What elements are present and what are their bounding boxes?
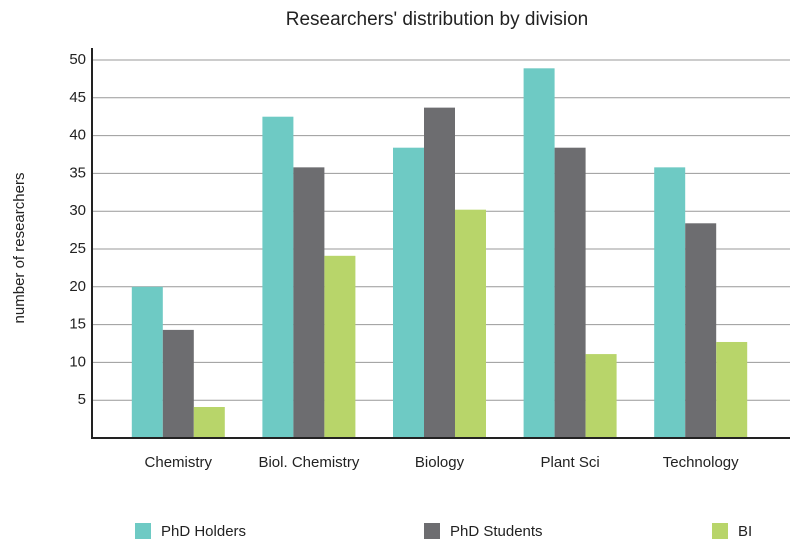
bar bbox=[455, 209, 486, 438]
y-axis-label: number of researchers bbox=[11, 173, 28, 324]
bar bbox=[424, 107, 455, 439]
y-tick-label: 50 bbox=[69, 51, 86, 68]
y-tick-label: 40 bbox=[69, 127, 86, 144]
x-tick-label: Plant Sci bbox=[540, 454, 599, 471]
y-tick-label: 20 bbox=[69, 278, 86, 295]
legend-label: PhD Students bbox=[450, 523, 543, 540]
legend-swatch bbox=[712, 523, 728, 539]
bar bbox=[523, 68, 555, 438]
y-tick-label: 5 bbox=[78, 391, 86, 408]
bar bbox=[162, 329, 194, 438]
bar bbox=[293, 167, 325, 439]
x-tick-label: Chemistry bbox=[145, 454, 213, 471]
y-tick-label: 45 bbox=[69, 89, 86, 106]
bar bbox=[654, 167, 686, 439]
bar bbox=[131, 286, 163, 438]
y-tick-label: 15 bbox=[69, 316, 86, 333]
y-tick-label: 10 bbox=[69, 353, 86, 370]
bar bbox=[554, 147, 586, 439]
bar bbox=[324, 255, 356, 438]
y-tick-label: 25 bbox=[69, 240, 86, 257]
legend-label: BI bbox=[738, 523, 752, 540]
bar bbox=[685, 223, 717, 438]
legend-swatch bbox=[424, 523, 440, 539]
legend-label: PhD Holders bbox=[161, 523, 246, 540]
y-tick-label: 35 bbox=[69, 164, 86, 181]
x-tick-label: Biol. Chemistry bbox=[258, 454, 359, 471]
y-tick-label: 30 bbox=[69, 202, 86, 219]
x-tick-label: Biology bbox=[415, 454, 465, 471]
bar bbox=[193, 407, 225, 438]
legend-swatch bbox=[135, 523, 151, 539]
chart-title: Researchers' distribution by division bbox=[286, 9, 589, 30]
bar bbox=[262, 116, 294, 438]
bar bbox=[585, 354, 617, 438]
x-tick-label: Technology bbox=[663, 454, 739, 471]
bar bbox=[393, 147, 424, 439]
bar bbox=[716, 341, 748, 438]
